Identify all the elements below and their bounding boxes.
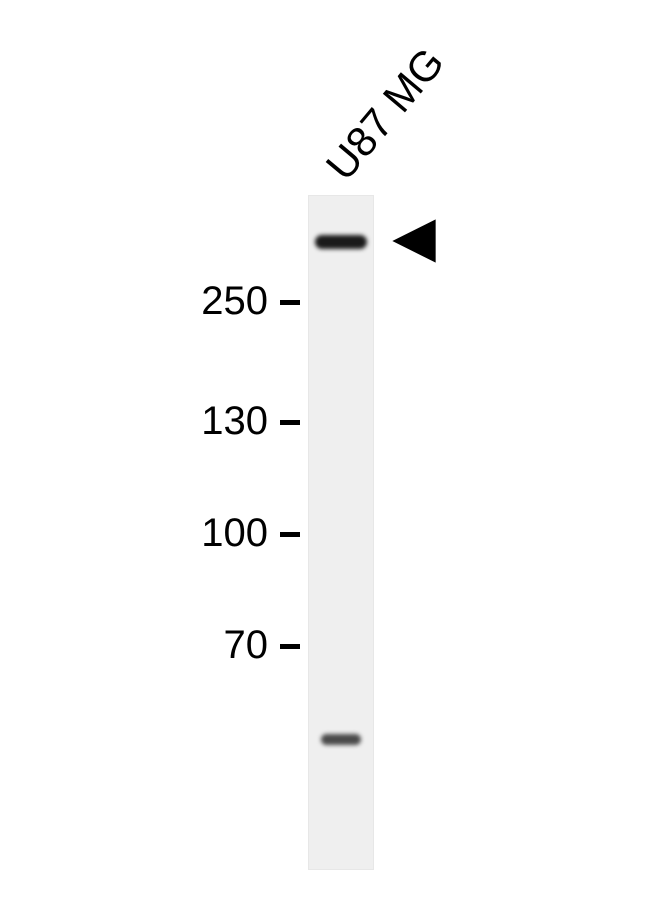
mw-tick-3 <box>280 644 300 649</box>
band-secondary <box>321 734 362 745</box>
blot-lane <box>308 195 374 870</box>
mw-tick-0 <box>280 300 300 305</box>
mw-label-2: 100 <box>0 511 268 556</box>
mw-label-1: 130 <box>0 399 268 444</box>
mw-tick-2 <box>280 532 300 537</box>
lane-label: U87 MG <box>317 39 454 190</box>
mw-label-3: 70 <box>0 623 268 668</box>
band-main <box>315 235 368 249</box>
mw-label-0: 250 <box>0 279 268 324</box>
mw-tick-1 <box>280 420 300 425</box>
target-arrow-icon <box>388 215 440 267</box>
western-blot-figure: U87 MG 250 130 100 70 <box>0 0 650 921</box>
arrow-poly <box>392 219 435 262</box>
